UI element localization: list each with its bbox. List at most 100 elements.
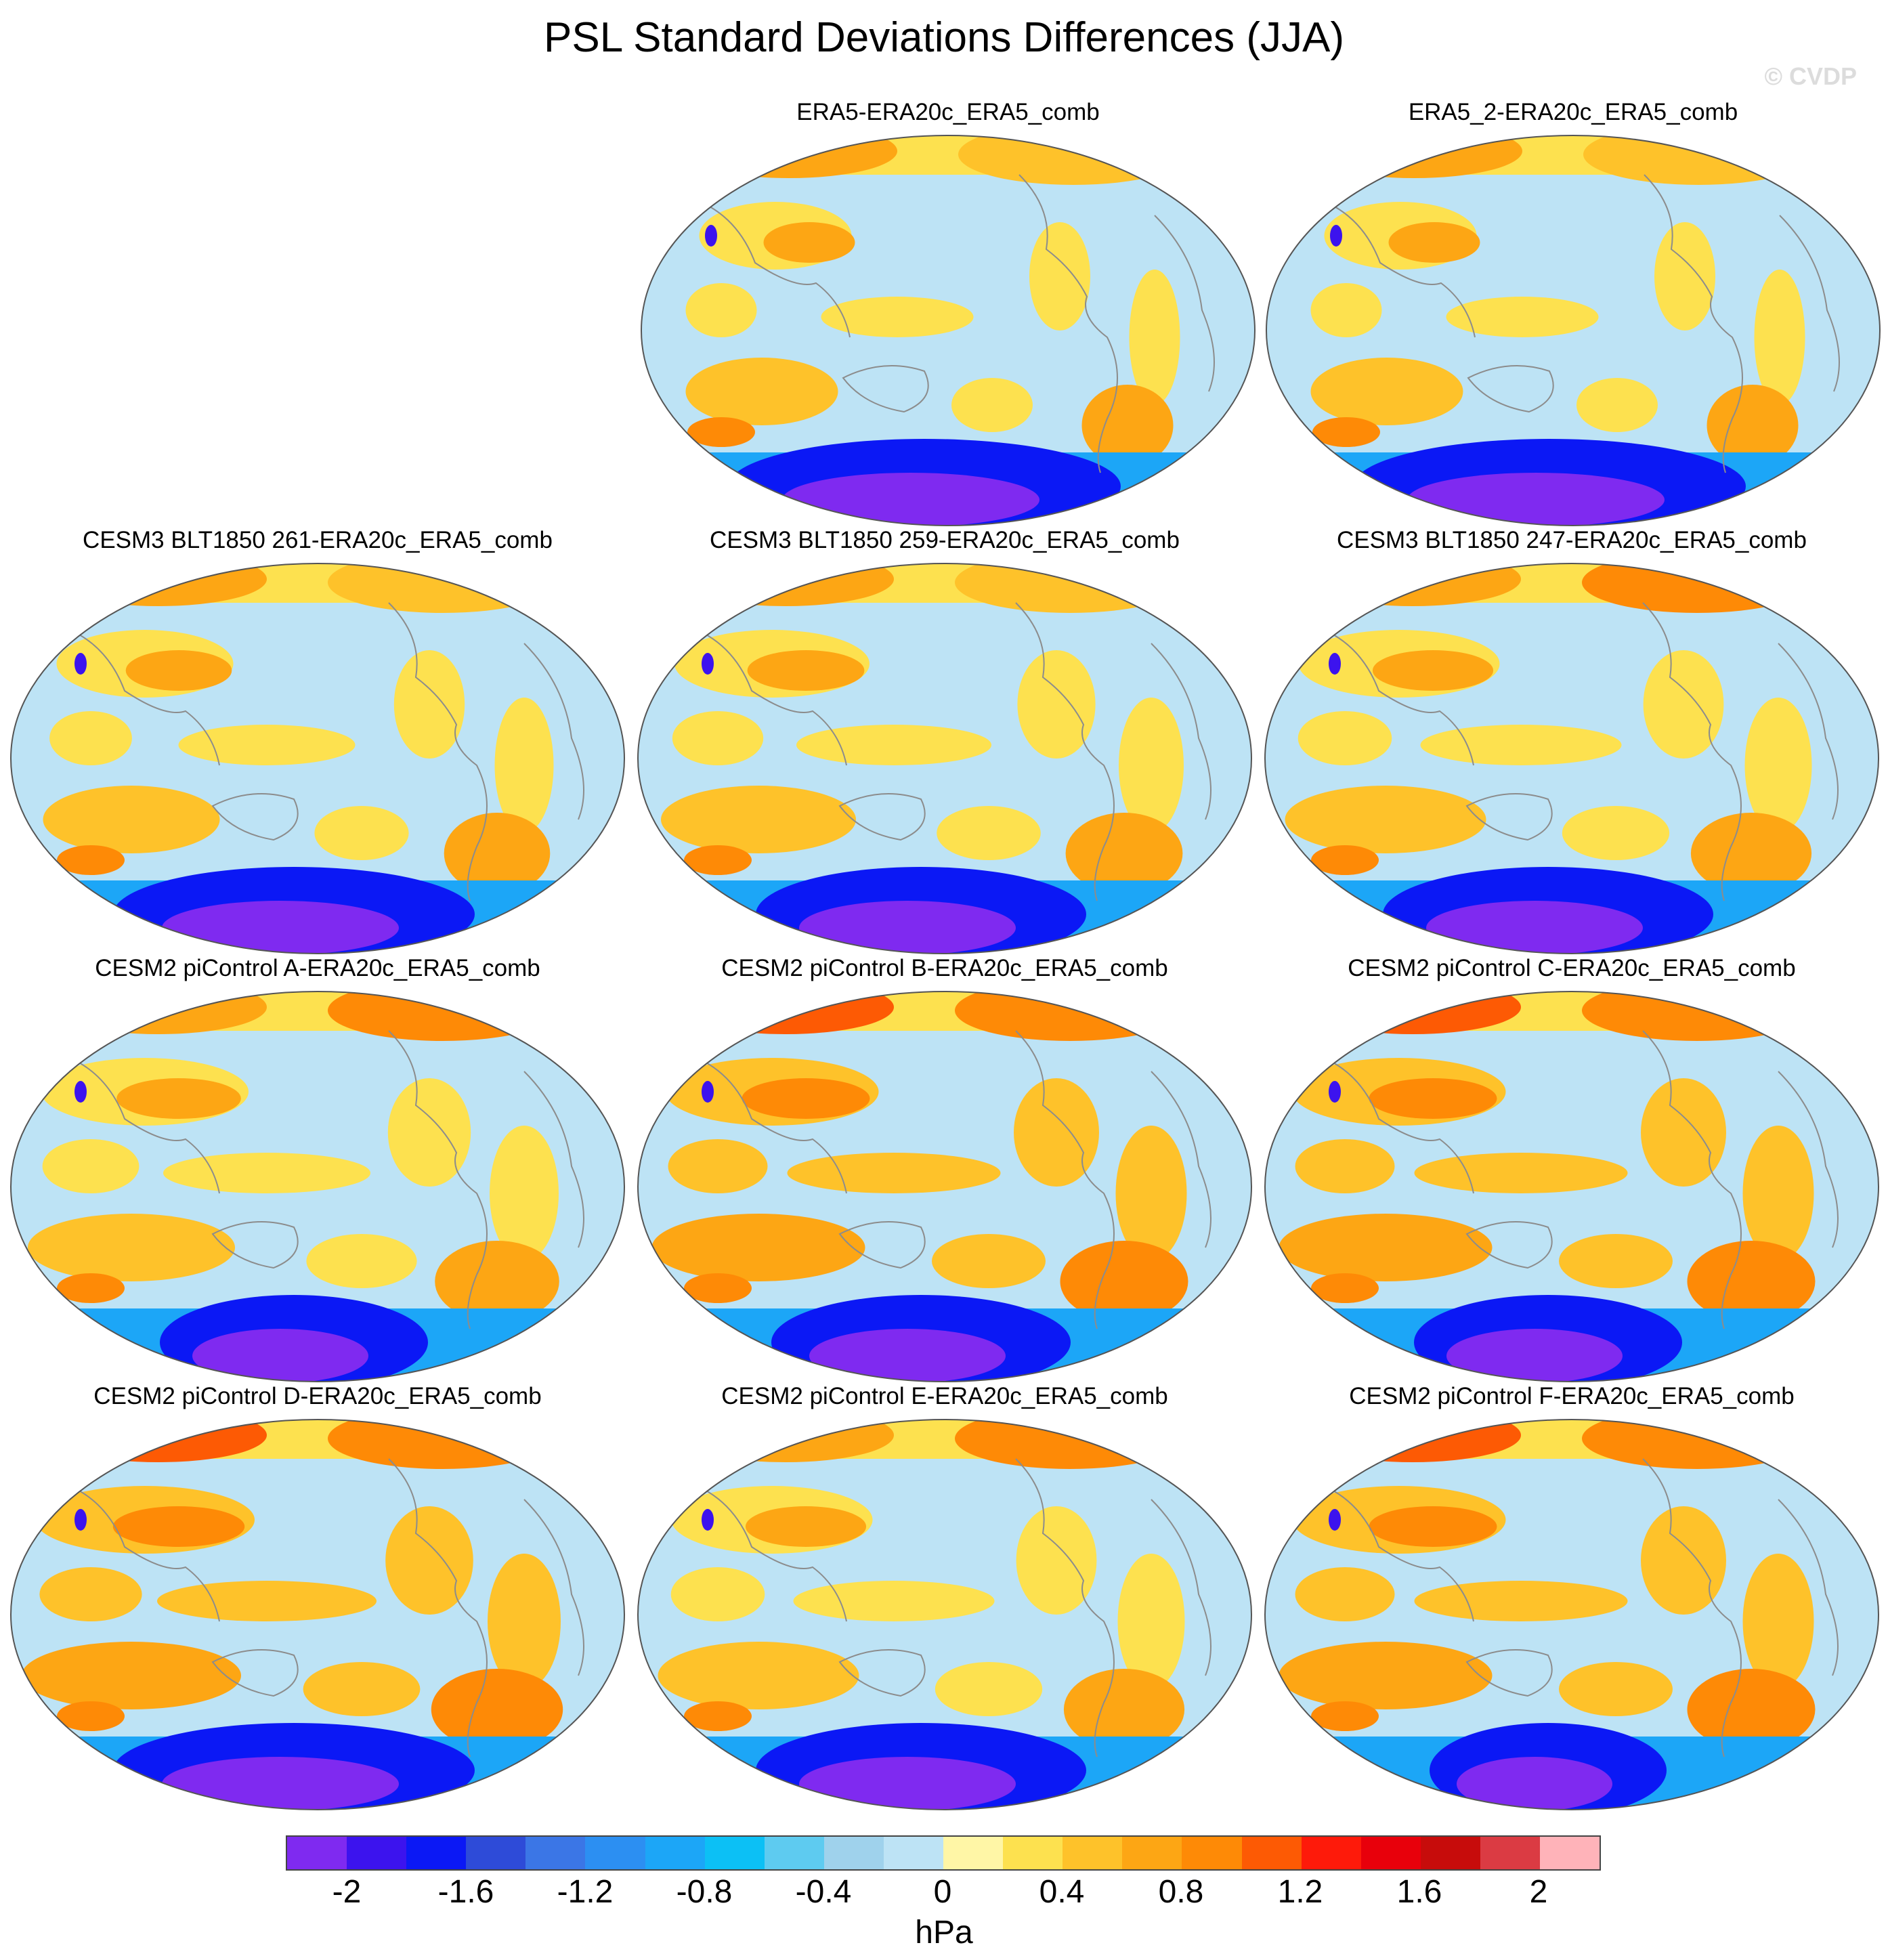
field-blob bbox=[821, 297, 974, 337]
map-ellipse bbox=[1264, 563, 1879, 954]
colorbar-tick-label: -0.4 bbox=[795, 1874, 852, 1910]
field-blob bbox=[684, 1273, 752, 1303]
field-blob bbox=[747, 650, 865, 691]
field-blob bbox=[670, 1567, 765, 1621]
coastline bbox=[1304, 1050, 1474, 1194]
map-field bbox=[638, 992, 1251, 1382]
coastline bbox=[1642, 1458, 1742, 1757]
map-field bbox=[641, 135, 1255, 526]
coastline bbox=[1642, 1030, 1742, 1329]
colorbar-box bbox=[704, 1837, 765, 1869]
coastline bbox=[1151, 643, 1211, 820]
map-panel-era5-2: ERA5_2-ERA20c_ERA5_comb bbox=[1265, 99, 1881, 527]
colorbar-units: hPa bbox=[915, 1915, 973, 1951]
colorbar-box bbox=[1480, 1837, 1540, 1869]
field-blob bbox=[1744, 698, 1812, 833]
field-blob bbox=[1063, 1669, 1185, 1750]
field-blob bbox=[42, 1139, 140, 1193]
field-blob bbox=[1414, 1153, 1628, 1193]
panel-title: CESM2 piControl F-ERA20c_ERA5_comb bbox=[1349, 1383, 1795, 1409]
field-blob bbox=[125, 650, 232, 691]
field-blob bbox=[935, 1662, 1043, 1716]
field-blob bbox=[661, 786, 856, 853]
panel-title: CESM2 piControl D-ERA20c_ERA5_comb bbox=[93, 1383, 542, 1409]
field-blob bbox=[1060, 1241, 1188, 1322]
field-blob bbox=[22, 1642, 241, 1709]
colorbar-box bbox=[525, 1837, 586, 1869]
map-field bbox=[1265, 992, 1879, 1382]
map-border bbox=[637, 991, 1252, 1382]
colorbar-box bbox=[1301, 1837, 1361, 1869]
field-blob bbox=[488, 1554, 561, 1689]
field-blob-negative bbox=[1457, 1757, 1612, 1810]
coastline bbox=[838, 1649, 926, 1697]
field-blob bbox=[1388, 222, 1480, 263]
field-blob bbox=[303, 1662, 421, 1716]
field-blob bbox=[1641, 1506, 1726, 1615]
colorbar-box bbox=[943, 1837, 1004, 1869]
coastline bbox=[388, 602, 488, 901]
field-blob bbox=[28, 1214, 235, 1281]
colorbar-box bbox=[1420, 1837, 1480, 1869]
field-blob-negative bbox=[799, 1757, 1016, 1810]
field-blob bbox=[1742, 1126, 1814, 1261]
field-blob bbox=[1311, 1273, 1379, 1303]
field-blob bbox=[937, 806, 1041, 860]
colorbar-box bbox=[466, 1837, 526, 1869]
coastline bbox=[1778, 1499, 1839, 1676]
field-blob-negative bbox=[1426, 901, 1643, 954]
coastline bbox=[680, 194, 851, 338]
field-blob bbox=[1654, 222, 1715, 331]
map-border bbox=[10, 563, 625, 954]
coastline bbox=[211, 1221, 299, 1269]
field-blob bbox=[1295, 1139, 1395, 1193]
field-blob bbox=[490, 1126, 559, 1261]
field-blob bbox=[787, 1153, 1001, 1193]
field-blob-negative bbox=[1329, 1509, 1341, 1531]
field-band-north bbox=[641, 135, 1255, 175]
field-blob bbox=[745, 1506, 867, 1547]
map-ellipse bbox=[641, 135, 1256, 526]
field-blob bbox=[1065, 813, 1183, 894]
field-blob bbox=[1117, 1554, 1185, 1689]
map-panel-cesm2-f: CESM2 piControl F-ERA20c_ERA5_comb bbox=[1264, 1383, 1880, 1811]
map-border bbox=[637, 563, 1252, 954]
colorbar-tick-label: 2 bbox=[1529, 1874, 1548, 1910]
field-band-north bbox=[638, 1420, 1251, 1459]
field-blob bbox=[385, 1506, 473, 1615]
coastline bbox=[838, 793, 926, 841]
coastline bbox=[211, 793, 299, 841]
field-blob bbox=[393, 650, 465, 759]
field-blob bbox=[494, 698, 554, 833]
field-blob-negative bbox=[702, 653, 714, 675]
coastline bbox=[49, 1478, 220, 1622]
panel-title: CESM3 BLT1850 259-ERA20c_ERA5_comb bbox=[710, 527, 1180, 553]
colorbar-box bbox=[1182, 1837, 1242, 1869]
map-ellipse bbox=[637, 1419, 1252, 1810]
map-border bbox=[637, 1419, 1252, 1810]
colorbar-box bbox=[1122, 1837, 1182, 1869]
field-blob bbox=[1014, 1078, 1099, 1187]
field-blob bbox=[43, 786, 220, 853]
field-band-north bbox=[638, 992, 1251, 1031]
field-blob bbox=[685, 283, 757, 337]
field-blob bbox=[1297, 711, 1392, 765]
coastline bbox=[1465, 793, 1553, 841]
map-panel-cesm3-247: CESM3 BLT1850 247-ERA20c_ERA5_comb bbox=[1264, 527, 1880, 955]
map-panel-cesm3-261: CESM3 BLT1850 261-ERA20c_ERA5_comb bbox=[9, 527, 626, 955]
field-blob bbox=[178, 725, 356, 765]
map-field bbox=[1265, 1420, 1879, 1810]
figure-title: PSL Standard Deviations Differences (JJA… bbox=[544, 14, 1344, 61]
field-blob bbox=[951, 378, 1033, 432]
field-blob bbox=[1414, 1581, 1628, 1621]
field-blob-negative bbox=[1329, 1081, 1341, 1103]
map-panel-cesm3-259: CESM3 BLT1850 259-ERA20c_ERA5_comb bbox=[637, 527, 1253, 955]
field-blob bbox=[685, 358, 838, 425]
field-band-north bbox=[11, 563, 624, 603]
field-blob bbox=[793, 1581, 995, 1621]
map-panel-era5: ERA5-ERA20c_ERA5_comb bbox=[640, 99, 1256, 527]
field-band-north bbox=[1265, 992, 1879, 1031]
colorbar-box bbox=[347, 1837, 407, 1869]
map-field bbox=[638, 563, 1251, 954]
field-blob bbox=[1081, 385, 1174, 466]
